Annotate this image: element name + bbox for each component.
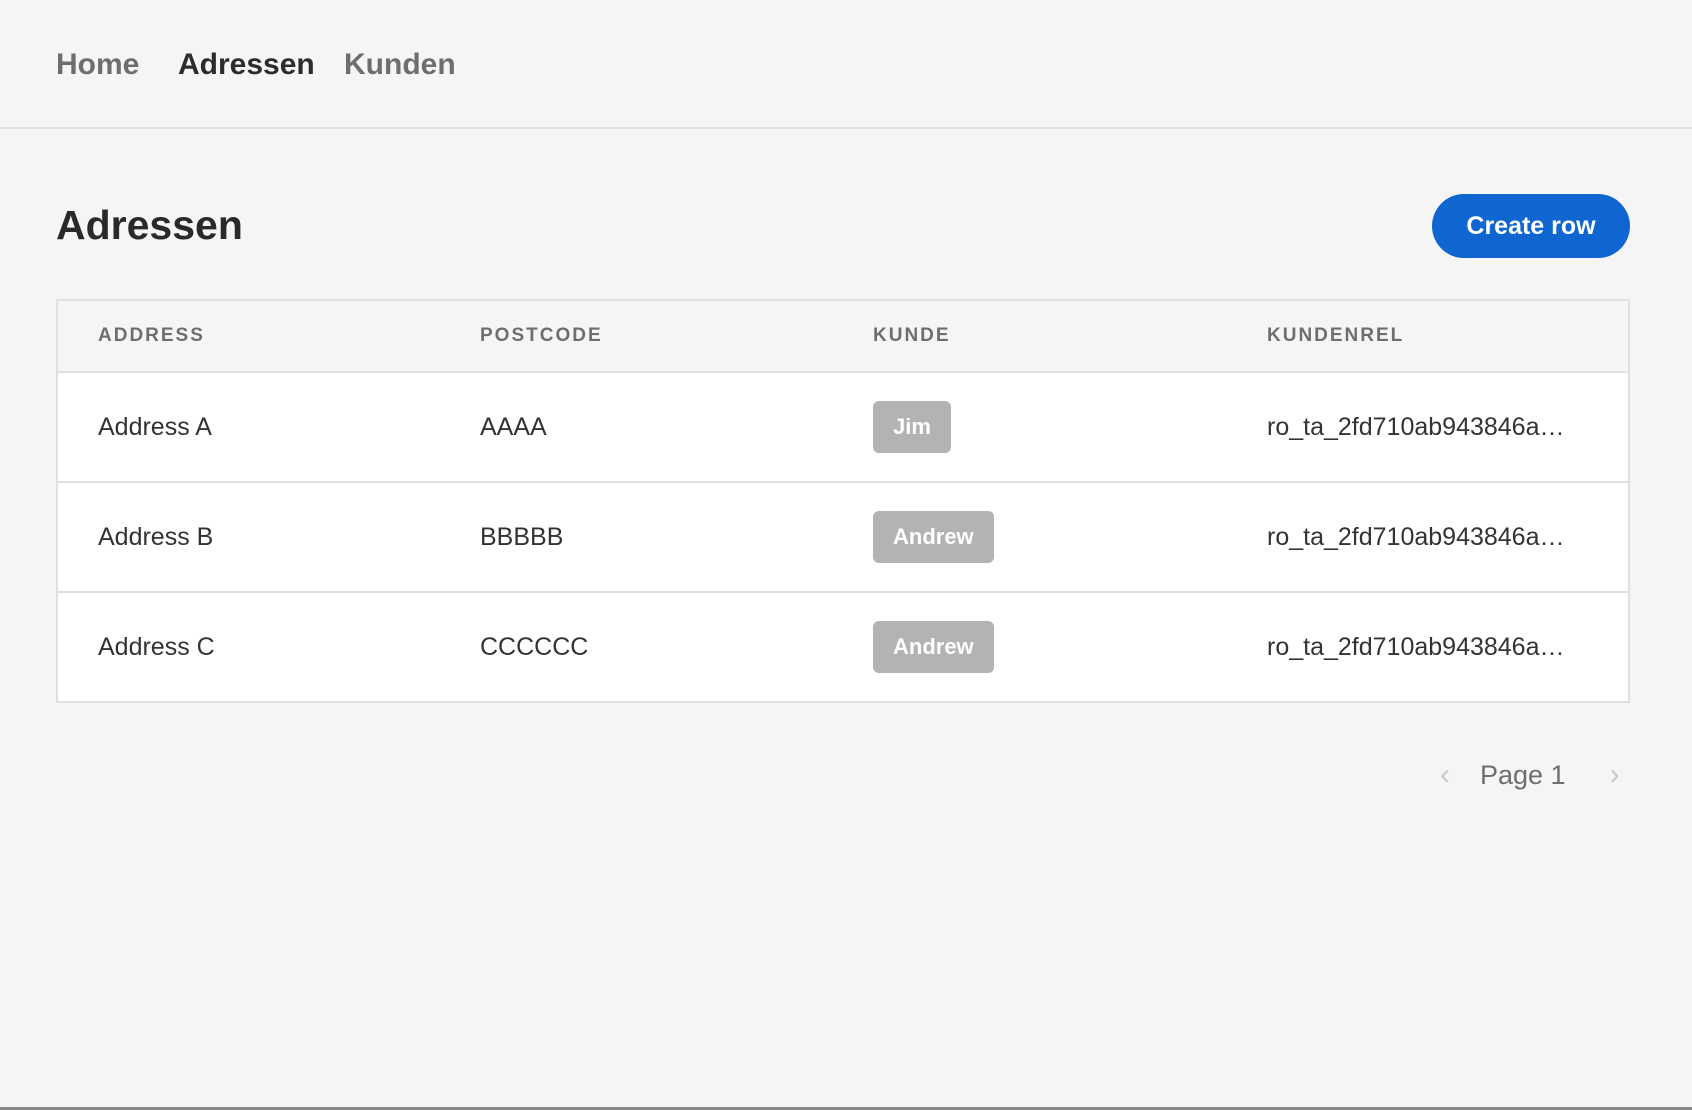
address-cell: Address B — [98, 522, 214, 551]
pagination: ‹ Page 1 › — [1430, 755, 1630, 795]
kundenrel-cell: ro_ta_2fd710ab943846a… — [1267, 632, 1565, 661]
page-title: Adressen — [56, 202, 243, 248]
postcode-cell: CCCCCC — [480, 632, 589, 661]
column-header[interactable]: ADDRESS — [98, 325, 205, 346]
column-header[interactable]: KUNDE — [873, 325, 951, 346]
postcode-cell: BBBBB — [480, 522, 564, 551]
page-label: Page 1 — [1480, 759, 1566, 790]
kunde-badge[interactable]: Jim — [873, 401, 951, 453]
address-cell: Address C — [98, 632, 215, 661]
kunde-badge[interactable]: Andrew — [873, 511, 994, 563]
kundenrel-cell: ro_ta_2fd710ab943846a… — [1267, 412, 1565, 441]
column-header[interactable]: KUNDENREL — [1267, 325, 1405, 346]
address-cell: Address A — [98, 412, 212, 441]
kundenrel-cell: ro_ta_2fd710ab943846a… — [1267, 522, 1565, 551]
postcode-cell: AAAA — [480, 412, 547, 441]
table-row[interactable]: Address B BBBBB Andrew ro_ta_2fd710ab943… — [58, 481, 1628, 591]
nav-kunden[interactable]: Kunden — [344, 48, 456, 81]
kunde-cell: Andrew — [873, 593, 994, 701]
table-header: ADDRESS POSTCODE KUNDE KUNDENREL — [58, 301, 1628, 371]
kunde-cell: Jim — [873, 373, 951, 481]
data-table: ADDRESS POSTCODE KUNDE KUNDENREL Address… — [56, 299, 1630, 703]
table-row[interactable]: Address C CCCCCC Andrew ro_ta_2fd710ab94… — [58, 591, 1628, 701]
chevron-right-icon[interactable]: › — [1609, 758, 1620, 791]
chevron-left-icon[interactable]: ‹ — [1440, 758, 1450, 791]
column-header[interactable]: POSTCODE — [480, 325, 603, 346]
bottom-divider — [0, 1107, 1692, 1110]
kunde-badge[interactable]: Andrew — [873, 621, 994, 673]
nav-home[interactable]: Home — [56, 48, 140, 81]
top-nav: Home Adressen Kunden — [0, 0, 1692, 129]
kunde-cell: Andrew — [873, 483, 994, 591]
table-row[interactable]: Address A AAAA Jim ro_ta_2fd710ab943846a… — [58, 371, 1628, 481]
create-row-button[interactable]: Create row — [1432, 194, 1630, 258]
nav-adressen[interactable]: Adressen — [178, 48, 315, 81]
